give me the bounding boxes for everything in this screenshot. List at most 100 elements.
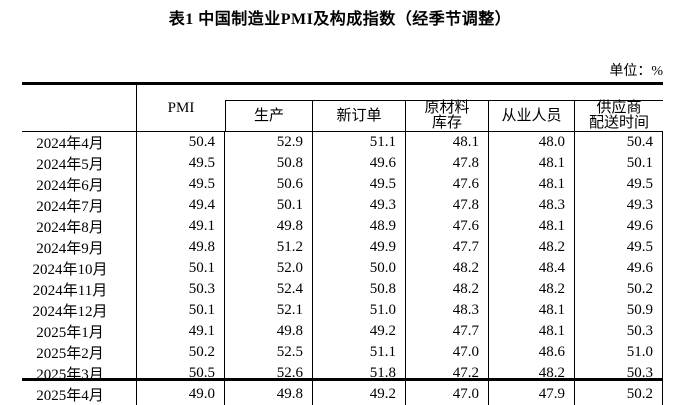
value-cell: 49.5 [137,153,225,174]
value-cell: 50.1 [137,300,225,321]
value-cell: 50.2 [575,279,663,300]
value-cell: 50.9 [575,300,663,321]
value-cell: 48.1 [489,174,575,195]
value-cell: 51.2 [225,237,313,258]
header-production-cell: 生产 [226,101,313,131]
period-cell: 2024年8月 [22,216,137,237]
table-row: 2024年9月 49.8 51.2 49.9 47.7 48.2 49.5 [22,237,663,258]
value-cell: 47.7 [406,321,489,342]
value-cell: 49.2 [313,384,406,405]
value-cell: 49.1 [137,216,225,237]
value-cell: 47.0 [406,342,489,363]
header-raw-materials-cell: 原材料 库存 [406,101,489,131]
header-employment-cell: 从业人员 [489,101,575,131]
value-cell: 49.9 [313,237,406,258]
value-cell: 48.3 [489,195,575,216]
table-row: 2024年4月 50.4 52.9 51.1 48.1 48.0 50.4 [22,132,663,153]
value-cell: 48.2 [489,237,575,258]
value-cell: 48.2 [406,258,489,279]
value-cell: 51.1 [313,132,406,153]
period-cell: 2024年5月 [22,153,137,174]
value-cell: 47.6 [406,216,489,237]
value-cell: 48.1 [489,300,575,321]
value-cell: 47.6 [406,174,489,195]
value-cell: 48.3 [406,300,489,321]
value-cell: 47.0 [406,384,489,405]
value-cell: 51.8 [313,363,406,384]
value-cell: 50.2 [137,342,225,363]
value-cell: 49.5 [137,174,225,195]
table-row: 2024年11月 50.3 52.4 50.8 48.2 48.2 50.2 [22,279,663,300]
value-cell: 49.3 [313,195,406,216]
value-cell: 50.4 [575,132,663,153]
value-cell: 48.2 [489,363,575,384]
table-row: 2025年3月 50.5 52.6 51.8 47.2 48.2 50.3 [22,363,663,384]
value-cell: 52.1 [225,300,313,321]
period-cell: 2024年6月 [22,174,137,195]
value-cell: 47.9 [489,384,575,405]
header-supplier-cell: 供应商 配送时间 [575,101,663,131]
value-cell: 52.0 [225,258,313,279]
value-cell: 51.0 [575,342,663,363]
period-cell: 2024年7月 [22,195,137,216]
value-cell: 48.9 [313,216,406,237]
table-header: PMI 生产 新订单 原材料 库存 从业人员 供应商 配送时间 [22,82,663,132]
value-cell: 50.3 [575,321,663,342]
value-cell: 49.6 [575,216,663,237]
value-cell: 48.0 [489,132,575,153]
value-cell: 50.3 [137,279,225,300]
value-cell: 50.8 [225,153,313,174]
value-cell: 48.2 [489,279,575,300]
pmi-table: PMI 生产 新订单 原材料 库存 从业人员 供应商 配送时间 2024年4月 5… [22,82,663,405]
table-row: 2025年4月 49.0 49.8 49.2 47.0 47.9 50.2 [22,384,663,405]
value-cell: 52.6 [225,363,313,384]
table-row: 2024年7月 49.4 50.1 49.3 47.8 48.3 49.3 [22,195,663,216]
value-cell: 50.2 [575,384,663,405]
value-cell: 52.9 [225,132,313,153]
value-cell: 48.6 [489,342,575,363]
value-cell: 49.0 [137,384,225,405]
value-cell: 48.1 [406,132,489,153]
period-cell: 2024年9月 [22,237,137,258]
period-cell: 2024年10月 [22,258,137,279]
value-cell: 49.6 [575,258,663,279]
value-cell: 50.0 [313,258,406,279]
value-cell: 48.1 [489,321,575,342]
value-cell: 50.1 [575,153,663,174]
header-corner-cell [22,85,137,131]
header-pmi-cell: PMI [167,99,195,116]
value-cell: 50.4 [137,132,225,153]
value-cell: 50.3 [575,363,663,384]
header-employment-label: 从业人员 [501,107,562,124]
value-cell: 49.3 [575,195,663,216]
period-cell: 2024年11月 [22,279,137,300]
value-cell: 48.1 [489,153,575,174]
value-cell: 49.8 [225,384,313,405]
value-cell: 47.7 [406,237,489,258]
header-subcolumns: 生产 新订单 原材料 库存 从业人员 供应商 配送时间 [225,100,663,131]
unit-label: 单位：% [609,64,663,79]
period-cell: 2024年12月 [22,300,137,321]
table-row: 2024年5月 49.5 50.8 49.6 47.8 48.1 50.1 [22,153,663,174]
period-cell: 2025年3月 [22,363,137,384]
value-cell: 48.2 [406,279,489,300]
period-cell: 2025年2月 [22,342,137,363]
table-row: 2025年1月 49.1 49.8 49.2 47.7 48.1 50.3 [22,321,663,342]
header-new-orders-label: 新订单 [336,107,382,124]
value-cell: 47.8 [406,153,489,174]
value-cell: 49.6 [313,153,406,174]
value-cell: 48.4 [489,258,575,279]
value-cell: 48.1 [489,216,575,237]
header-new-orders-cell: 新订单 [313,101,406,131]
table-row: 2024年8月 49.1 49.8 48.9 47.6 48.1 49.6 [22,216,663,237]
value-cell: 50.6 [225,174,313,195]
value-cell: 49.2 [313,321,406,342]
header-production-label: 生产 [253,107,284,124]
value-cell: 49.8 [225,321,313,342]
value-cell: 49.8 [137,237,225,258]
value-cell: 50.8 [313,279,406,300]
table-row: 2024年12月 50.1 52.1 51.0 48.3 48.1 50.9 [22,300,663,321]
value-cell: 49.5 [575,237,663,258]
table-row: 2025年2月 50.2 52.5 51.1 47.0 48.6 51.0 [22,342,663,363]
value-cell: 52.5 [225,342,313,363]
